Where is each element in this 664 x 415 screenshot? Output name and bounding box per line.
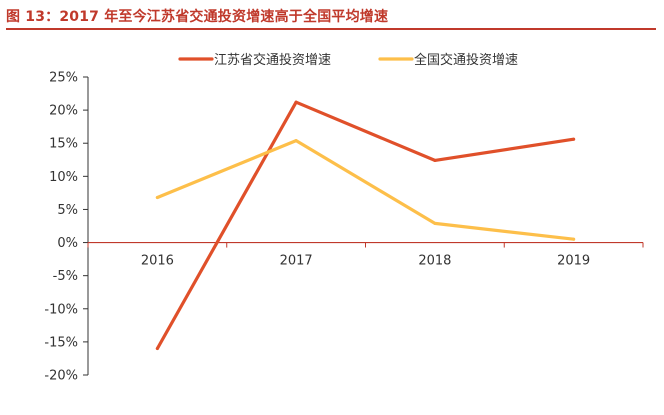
y-tick-label: 10% (49, 170, 78, 185)
data-point (433, 158, 437, 162)
y-tick-label: 20% (49, 104, 78, 119)
data-point (155, 347, 159, 351)
data-point (433, 221, 437, 225)
data-point (294, 100, 298, 104)
series-line-1 (155, 100, 576, 351)
series-lines (155, 100, 576, 351)
y-tick-label: 0% (57, 236, 78, 251)
y-tick-label: 5% (57, 203, 78, 218)
y-axis: 25% 20% 15% 10% 5% 0% -5% -10% -15% -20% (44, 71, 89, 384)
x-tick-label: 2017 (280, 254, 313, 269)
x-tick-label: 2016 (141, 254, 174, 269)
legend-label: 全国交通投资增速 (414, 52, 518, 68)
x-axis: 2016 2017 2018 2019 (87, 241, 644, 269)
title-rule (6, 28, 656, 30)
y-tick-label: -20% (44, 369, 78, 384)
data-point (572, 137, 576, 141)
data-point (572, 237, 576, 241)
y-tick-label: 25% (49, 71, 78, 86)
y-tick-label: -15% (44, 335, 78, 350)
legend-label: 江苏省交通投资增速 (214, 52, 331, 68)
data-point (155, 196, 159, 200)
y-tick-label: 15% (49, 137, 78, 152)
series-line-2 (155, 139, 576, 241)
figure-title: 图 13：2017 年至今江苏省交通投资增速高于全国平均增速 (6, 9, 389, 25)
x-tick-label: 2018 (418, 254, 451, 269)
y-tick-label: -10% (44, 302, 78, 317)
data-point (294, 139, 298, 143)
x-tick-label: 2019 (557, 254, 590, 269)
legend: 江苏省交通投资增速 全国交通投资增速 (178, 52, 518, 68)
y-tick-label: -5% (53, 269, 78, 284)
